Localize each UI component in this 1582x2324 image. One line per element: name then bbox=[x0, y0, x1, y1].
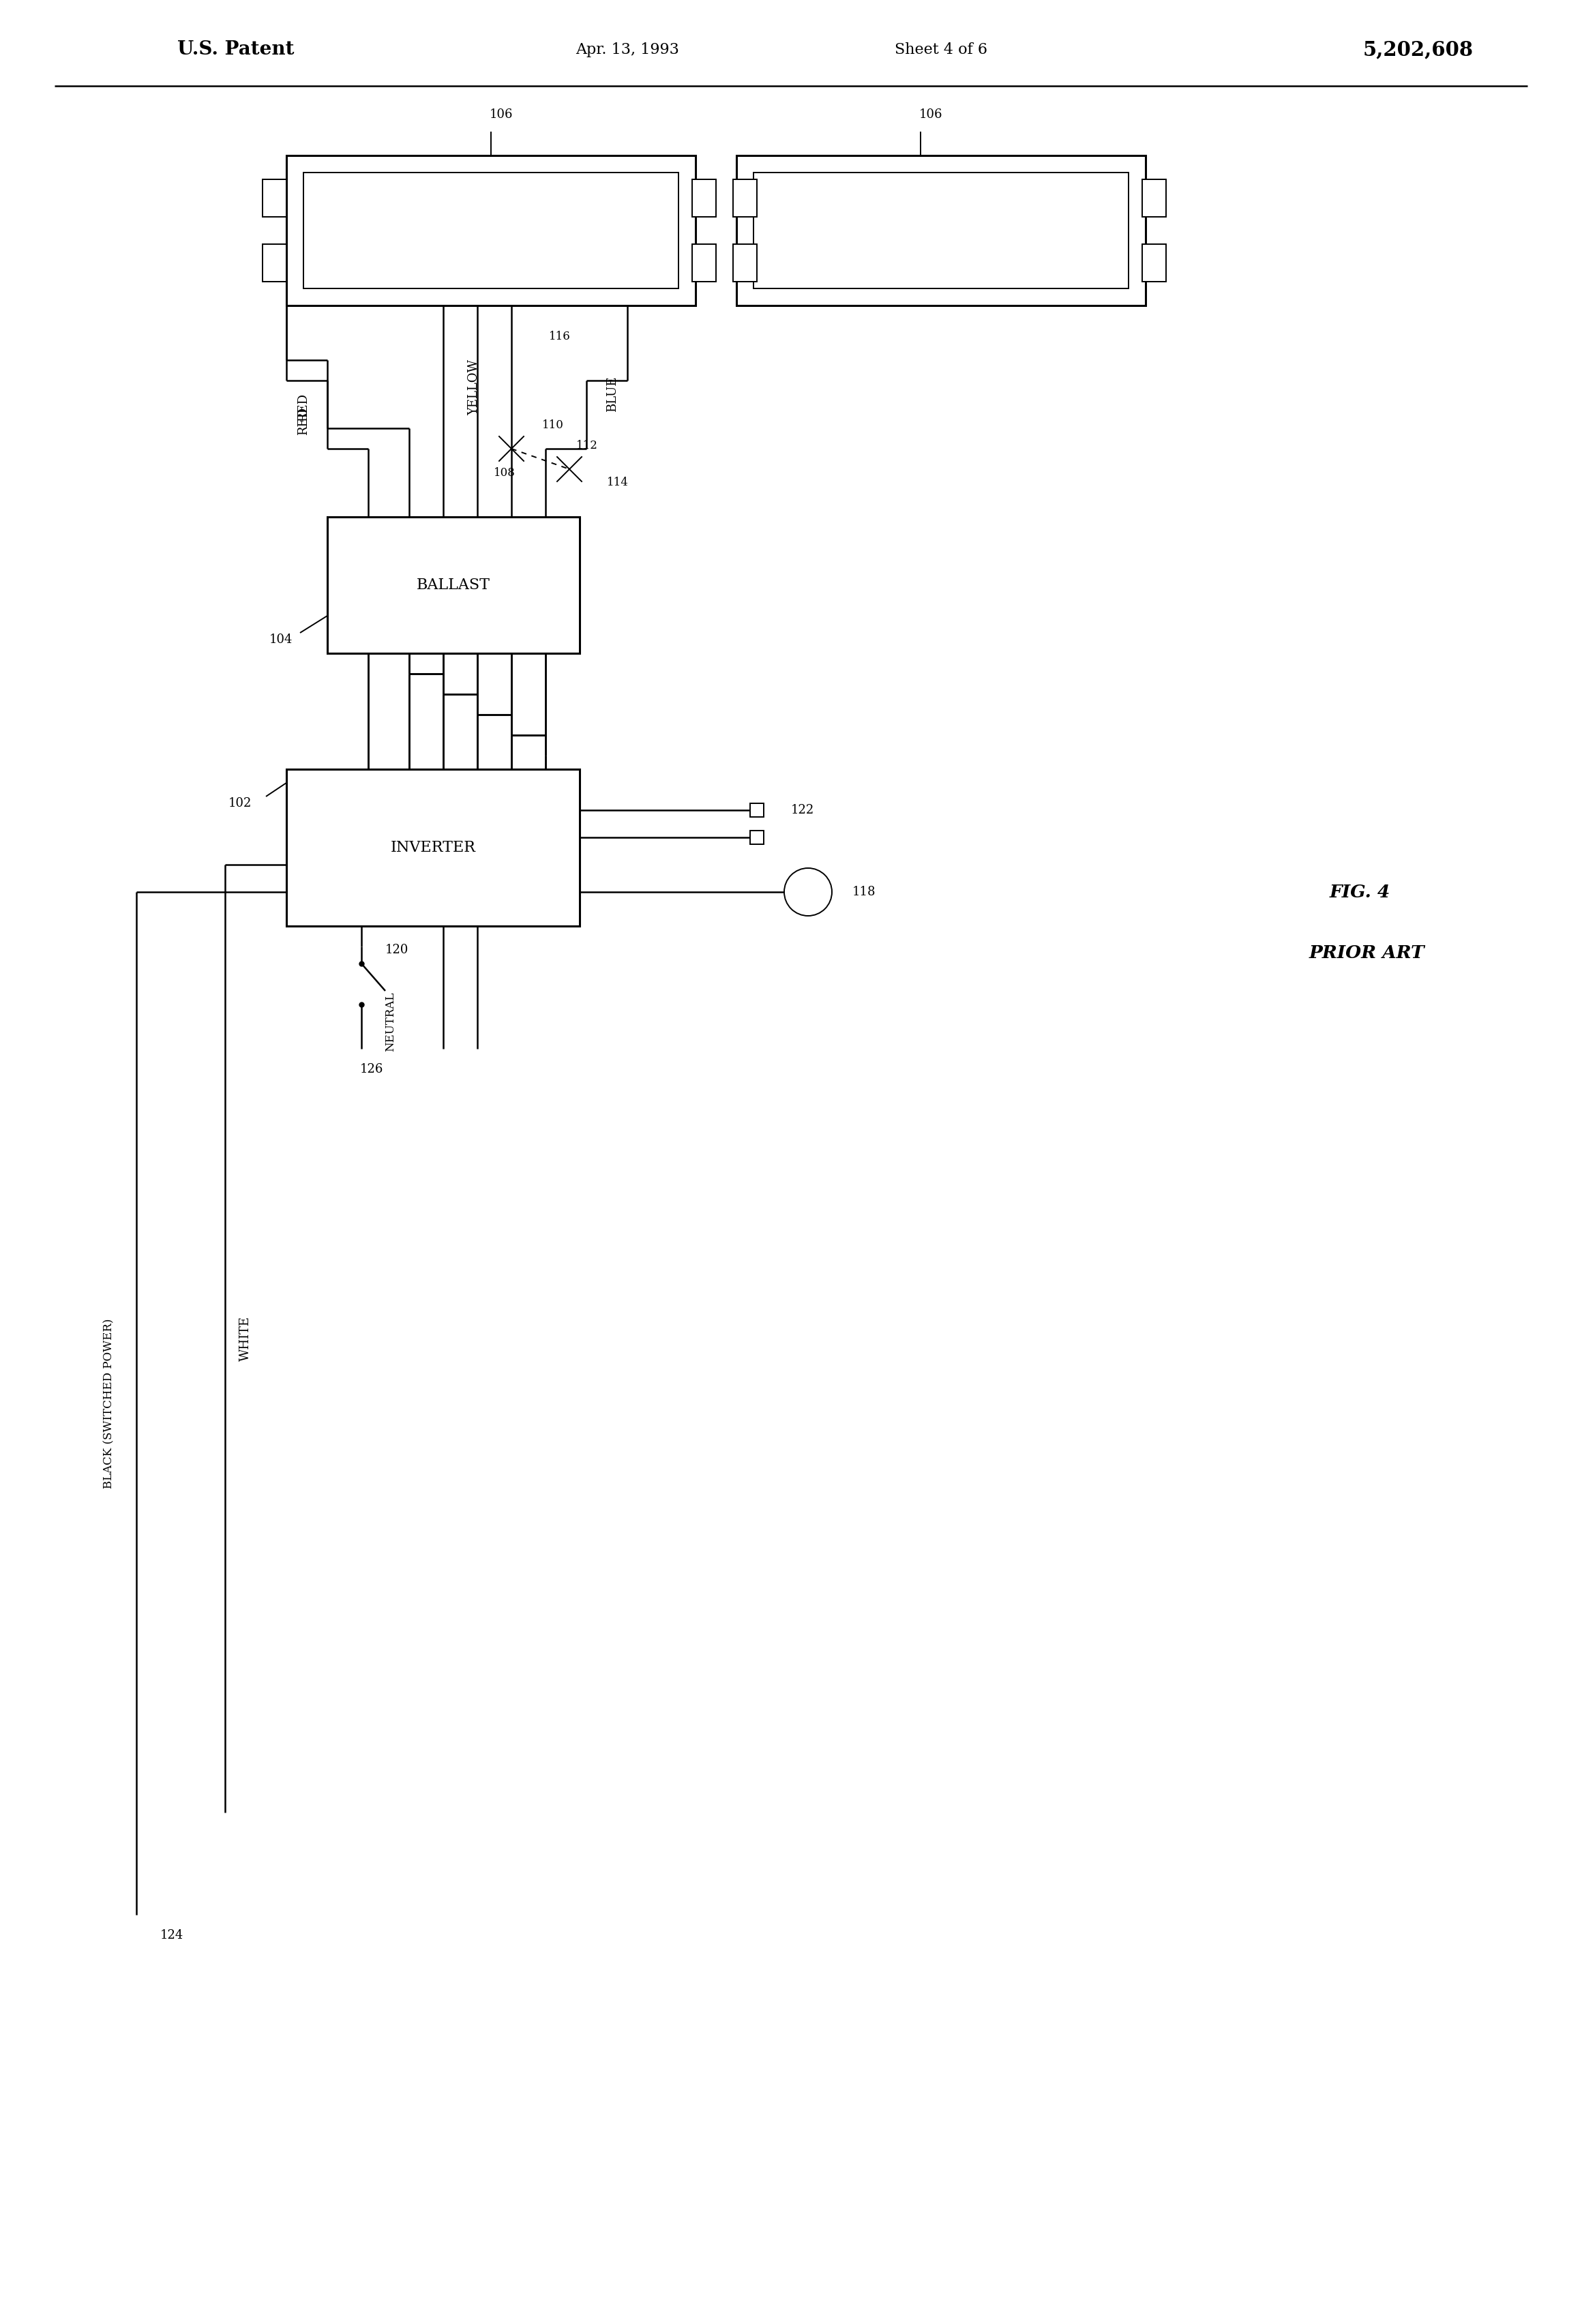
Bar bbox=[304, 172, 679, 288]
Text: YELLOW: YELLOW bbox=[468, 360, 479, 416]
Text: 120: 120 bbox=[386, 944, 408, 955]
Text: WHITE: WHITE bbox=[239, 1315, 252, 1362]
Bar bbox=[263, 244, 286, 281]
Bar bbox=[1142, 244, 1166, 281]
Text: BALLAST: BALLAST bbox=[416, 579, 490, 593]
Bar bbox=[691, 179, 717, 216]
Text: 114: 114 bbox=[607, 476, 628, 488]
Text: FIG. 4: FIG. 4 bbox=[1330, 883, 1391, 899]
Text: 5,202,608: 5,202,608 bbox=[1364, 40, 1473, 60]
Text: U.S. Patent: U.S. Patent bbox=[177, 40, 294, 58]
Bar bbox=[263, 179, 286, 216]
Bar bbox=[327, 516, 579, 653]
Text: 112: 112 bbox=[576, 439, 598, 451]
Text: RED: RED bbox=[297, 407, 310, 435]
Text: Apr. 13, 1993: Apr. 13, 1993 bbox=[576, 42, 679, 58]
Bar bbox=[737, 156, 1145, 304]
Text: 126: 126 bbox=[361, 1062, 383, 1076]
Text: BLUE: BLUE bbox=[606, 376, 619, 411]
Bar bbox=[286, 156, 696, 304]
Text: 102: 102 bbox=[228, 797, 252, 809]
Bar bbox=[750, 830, 764, 844]
Text: PRIOR ART: PRIOR ART bbox=[1310, 946, 1425, 962]
Text: 124: 124 bbox=[160, 1929, 184, 1941]
Text: 108: 108 bbox=[494, 467, 516, 479]
Text: INVERTER: INVERTER bbox=[391, 841, 476, 855]
Text: 122: 122 bbox=[791, 804, 815, 816]
Bar bbox=[732, 179, 756, 216]
Bar bbox=[1142, 179, 1166, 216]
Text: 104: 104 bbox=[269, 634, 293, 646]
Bar bbox=[750, 804, 764, 818]
Text: 116: 116 bbox=[549, 330, 571, 342]
Text: 118: 118 bbox=[853, 885, 876, 897]
Bar bbox=[732, 244, 756, 281]
Bar bbox=[753, 172, 1128, 288]
Text: Sheet 4 of 6: Sheet 4 of 6 bbox=[895, 42, 987, 58]
Bar bbox=[286, 769, 579, 925]
Text: NEUTRAL: NEUTRAL bbox=[384, 992, 397, 1050]
Text: RED: RED bbox=[297, 393, 310, 421]
Text: 110: 110 bbox=[543, 418, 563, 430]
Text: 106: 106 bbox=[489, 109, 513, 121]
Text: BLACK (SWITCHED POWER): BLACK (SWITCHED POWER) bbox=[103, 1318, 115, 1487]
Bar bbox=[691, 244, 717, 281]
Text: 106: 106 bbox=[919, 109, 943, 121]
